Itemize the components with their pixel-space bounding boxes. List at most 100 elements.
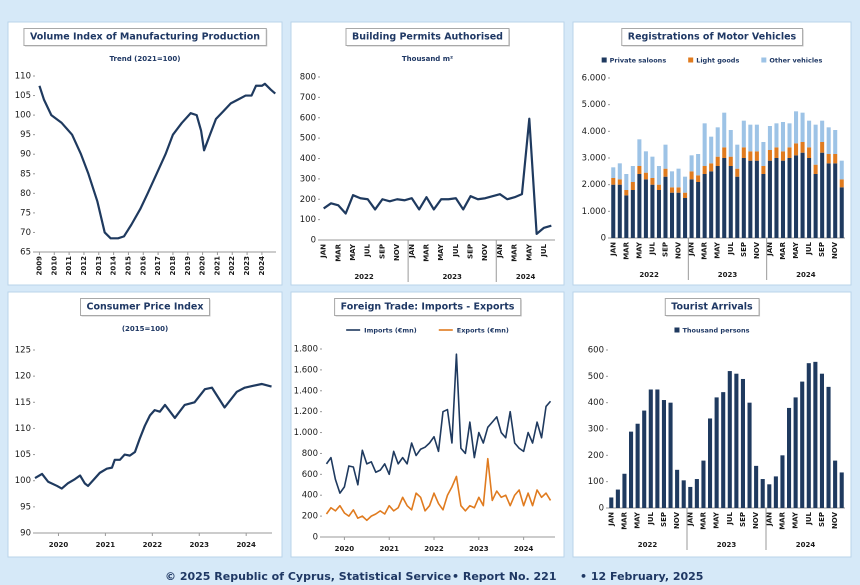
x-tick-label: NOV	[673, 511, 681, 529]
x-tick-label: JUL	[648, 241, 656, 255]
x-tick-label: MAY	[525, 243, 533, 261]
chart-title: Foreign Trade: Imports - Exports	[341, 302, 515, 313]
line	[325, 353, 552, 494]
bar	[615, 489, 620, 508]
y-tick-label: 0	[313, 533, 318, 543]
bar	[669, 187, 675, 193]
bar	[696, 182, 701, 238]
bar	[780, 122, 786, 152]
legend: Thousand persons	[674, 327, 750, 335]
x-tick-label: MAY	[634, 511, 642, 529]
bar	[629, 431, 634, 508]
y-tick-label: 3.000	[582, 154, 606, 164]
bar	[807, 147, 812, 158]
legend-marker	[601, 57, 607, 63]
x-tick-label: SEP	[818, 512, 826, 527]
bar	[609, 497, 614, 508]
group-label: 2024	[796, 541, 816, 549]
y-tick-label: 110	[15, 424, 31, 434]
bar	[800, 381, 805, 508]
group-label: 2023	[717, 541, 737, 549]
bar	[624, 190, 629, 196]
y-tick-label: 90	[20, 529, 31, 539]
chart-subtitle: (2015=100)	[122, 325, 168, 333]
x-tick-label: 2024	[236, 541, 256, 549]
x-tick-label: SEP	[739, 512, 747, 527]
bar	[767, 126, 772, 150]
y-tick-label: 100	[15, 476, 31, 486]
bar	[688, 486, 693, 508]
legend-marker	[674, 327, 680, 333]
bar	[735, 168, 740, 177]
x-tick-label: SEP	[660, 512, 668, 527]
bar	[643, 172, 648, 180]
bar	[774, 158, 779, 238]
chart-title: Building Permits Authorised	[352, 32, 503, 43]
bar	[708, 418, 713, 508]
bar	[721, 392, 726, 508]
bar	[734, 373, 739, 508]
footer-copyright: © 2025 Republic of Cyprus, Statistical S…	[165, 570, 451, 583]
bar	[663, 176, 668, 238]
legend-label: Private saloons	[610, 57, 667, 65]
bar	[689, 171, 694, 180]
legend-label: Light goods	[696, 57, 739, 65]
bar	[683, 192, 688, 198]
bar	[709, 136, 714, 164]
bar	[807, 158, 812, 238]
group-label: 2022	[639, 271, 659, 279]
y-tick-label: 85	[20, 169, 31, 179]
y-tick-label: 110	[15, 72, 31, 82]
bar	[813, 124, 818, 165]
legend: Private saloons Light goods Other vehicles	[601, 57, 822, 65]
legend: Imports (€mn) Exports (€mn)	[346, 327, 509, 335]
x-tick-label: JAN	[320, 244, 328, 259]
x-tick-label: 2021	[96, 541, 116, 549]
x-tick-label: 2023	[190, 541, 210, 549]
title-box	[334, 298, 522, 316]
y-tick-label: 500	[300, 134, 316, 144]
bar	[774, 123, 779, 148]
bar	[650, 178, 655, 185]
chart-subtitle: Trend (2021=100)	[110, 55, 181, 63]
chart-subtitle: Thousand m²	[402, 55, 453, 63]
bar	[727, 371, 732, 508]
bar	[773, 476, 778, 508]
y-tick-label: 1.800	[294, 345, 318, 355]
bar	[611, 184, 616, 238]
x-tick-label: JAN	[496, 244, 504, 259]
bar	[735, 176, 740, 238]
legend-marker	[688, 57, 694, 63]
y-tick-label: 1.400	[294, 386, 318, 396]
x-tick-label: 2020	[49, 541, 69, 549]
bar	[780, 151, 786, 161]
y-tick-label: 500	[588, 372, 604, 382]
bar	[722, 112, 727, 148]
panel	[290, 291, 565, 558]
x-tick-label: NOV	[753, 241, 761, 259]
bar	[826, 386, 831, 508]
chart: Volume Index of Manufacturing Production…	[15, 28, 276, 276]
bar	[630, 166, 635, 182]
bar	[617, 179, 622, 185]
bar	[800, 112, 805, 142]
bar	[694, 479, 699, 508]
bar	[648, 389, 653, 508]
y-tick-label: 0	[601, 234, 606, 244]
x-tick-label: JUL	[452, 243, 460, 257]
x-tick-label: MAY	[713, 511, 721, 529]
bar	[794, 111, 799, 144]
bar	[611, 167, 616, 178]
bar	[728, 130, 733, 157]
x-tick-label: 2011	[65, 256, 73, 276]
legend-marker	[761, 57, 767, 63]
bar	[826, 127, 831, 154]
line	[34, 382, 272, 490]
bar	[754, 151, 759, 161]
x-tick-label: 2021	[379, 545, 399, 553]
x-tick-label: JAN	[688, 242, 696, 257]
legend-label: Thousand persons	[682, 327, 749, 335]
bar	[839, 472, 844, 508]
y-tick-label: 400	[300, 154, 316, 164]
